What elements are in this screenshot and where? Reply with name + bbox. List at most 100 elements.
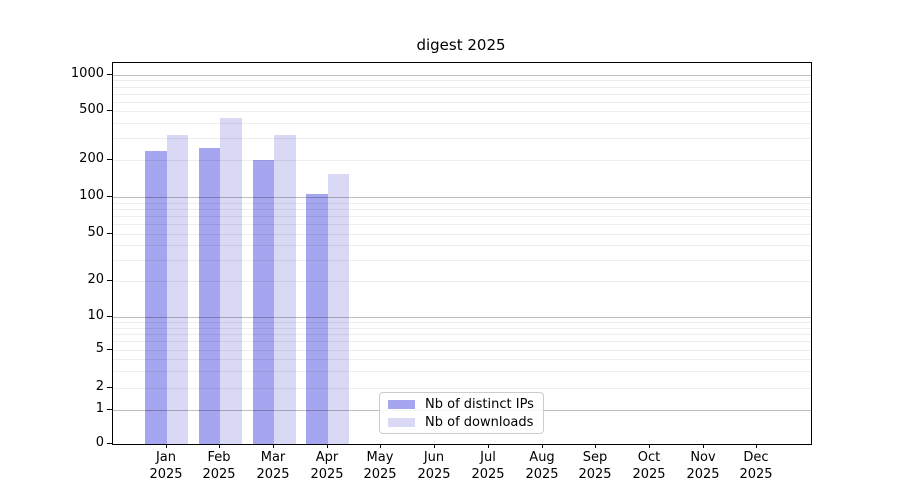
x-tick-mark [327, 444, 328, 448]
bar-distinct-ips-mar [252, 160, 275, 444]
gridline-minor [113, 224, 811, 225]
x-tick-year: 2025 [525, 467, 559, 482]
bar-distinct-ips-apr [306, 194, 328, 444]
gridline-minor [113, 334, 811, 335]
legend: Nb of distinct IPs Nb of downloads [379, 392, 544, 434]
y-tick-mark [107, 159, 112, 160]
x-tick-label-aug: Aug 2025 [512, 449, 572, 483]
plot-area [112, 62, 812, 445]
legend-swatch-downloads [388, 417, 415, 427]
y-tick-label: 1 [95, 401, 104, 416]
gridline-minor [113, 87, 811, 88]
gridline-minor [113, 260, 811, 261]
legend-row: Nb of distinct IPs [388, 397, 535, 412]
y-tick-label: 20 [87, 272, 104, 287]
gridline-minor [113, 350, 811, 351]
y-tick-mark [107, 196, 112, 197]
legend-row: Nb of downloads [388, 415, 535, 430]
x-tick-year: 2025 [149, 467, 183, 482]
bar-distinct-ips-jan [145, 151, 167, 444]
y-tick-label: 10 [87, 308, 104, 323]
x-tick-month: Feb [207, 450, 231, 465]
x-tick-year: 2025 [686, 467, 720, 482]
gridline-minor [113, 281, 811, 282]
y-tick-mark [107, 349, 112, 350]
x-tick-year: 2025 [256, 467, 290, 482]
y-tick-label: 1000 [70, 66, 104, 81]
gridline-minor [113, 203, 811, 204]
x-tick-mark [756, 444, 757, 448]
y-tick-label: 500 [79, 102, 104, 117]
gridline-minor [113, 328, 811, 329]
chart-title: digest 2025 [416, 36, 506, 54]
gridline-minor [113, 160, 811, 161]
x-tick-month: Jul [480, 450, 496, 465]
gridline-minor [113, 111, 811, 112]
gridline-minor [113, 341, 811, 342]
y-tick-mark [107, 443, 112, 444]
x-tick-mark [434, 444, 435, 448]
x-tick-label-jan: Jan 2025 [136, 449, 196, 483]
x-tick-label-dec: Dec 2025 [726, 449, 786, 483]
x-tick-year: 2025 [632, 467, 666, 482]
x-tick-mark [595, 444, 596, 448]
x-tick-label-oct: Oct 2025 [619, 449, 679, 483]
legend-label: Nb of downloads [425, 414, 534, 430]
gridline-minor [113, 80, 811, 81]
x-tick-mark [273, 444, 274, 448]
x-tick-label-sep: Sep 2025 [565, 449, 625, 483]
x-tick-mark [488, 444, 489, 448]
bar-downloads-jan [166, 135, 189, 444]
gridline-minor [113, 209, 811, 210]
gridline-minor [113, 322, 811, 323]
y-tick-mark [107, 316, 112, 317]
y-tick-mark [107, 110, 112, 111]
gridline-minor [113, 234, 811, 235]
x-tick-month: Oct [637, 450, 661, 465]
x-tick-label-jun: Jun 2025 [404, 449, 464, 483]
x-tick-label-mar: Mar 2025 [243, 449, 303, 483]
x-tick-label-apr: Apr 2025 [297, 449, 357, 483]
x-tick-year: 2025 [471, 467, 505, 482]
y-tick-label: 200 [79, 151, 104, 166]
y-tick-label: 0 [95, 435, 104, 450]
bar-distinct-ips-feb [198, 148, 221, 444]
gridline-major [113, 317, 811, 318]
x-tick-mark [703, 444, 704, 448]
x-tick-mark [542, 444, 543, 448]
x-tick-month: Apr [315, 450, 339, 465]
bar-downloads-feb [220, 118, 242, 444]
x-tick-mark [380, 444, 381, 448]
y-tick-mark [107, 387, 112, 388]
gridline-minor [113, 94, 811, 95]
x-tick-month: Jan [155, 450, 177, 465]
y-tick-mark [107, 280, 112, 281]
gridline-major [113, 75, 811, 76]
x-tick-year: 2025 [417, 467, 451, 482]
y-tick-label: 5 [95, 341, 104, 356]
x-tick-month: Jun [423, 450, 445, 465]
gridline-major [113, 197, 811, 198]
x-tick-year: 2025 [363, 467, 397, 482]
y-tick-mark [107, 74, 112, 75]
x-tick-year: 2025 [310, 467, 344, 482]
gridline-minor [113, 388, 811, 389]
x-tick-label-may: May 2025 [350, 449, 410, 483]
y-tick-label: 50 [87, 225, 104, 240]
gridline-minor [113, 245, 811, 246]
x-tick-month: Aug [529, 450, 555, 465]
y-tick-label: 100 [79, 188, 104, 203]
bar-downloads-mar [274, 135, 296, 444]
gridline-minor [113, 123, 811, 124]
x-tick-month: Sep [582, 450, 608, 465]
x-tick-year: 2025 [739, 467, 773, 482]
gridline-minor [113, 359, 811, 360]
x-tick-label-nov: Nov 2025 [673, 449, 733, 483]
legend-swatch-distinct-ips [388, 399, 415, 409]
x-tick-label-jul: Jul 2025 [458, 449, 518, 483]
x-tick-month: Mar [260, 450, 286, 465]
x-tick-month: Dec [743, 450, 769, 465]
x-tick-mark [219, 444, 220, 448]
x-tick-mark [649, 444, 650, 448]
